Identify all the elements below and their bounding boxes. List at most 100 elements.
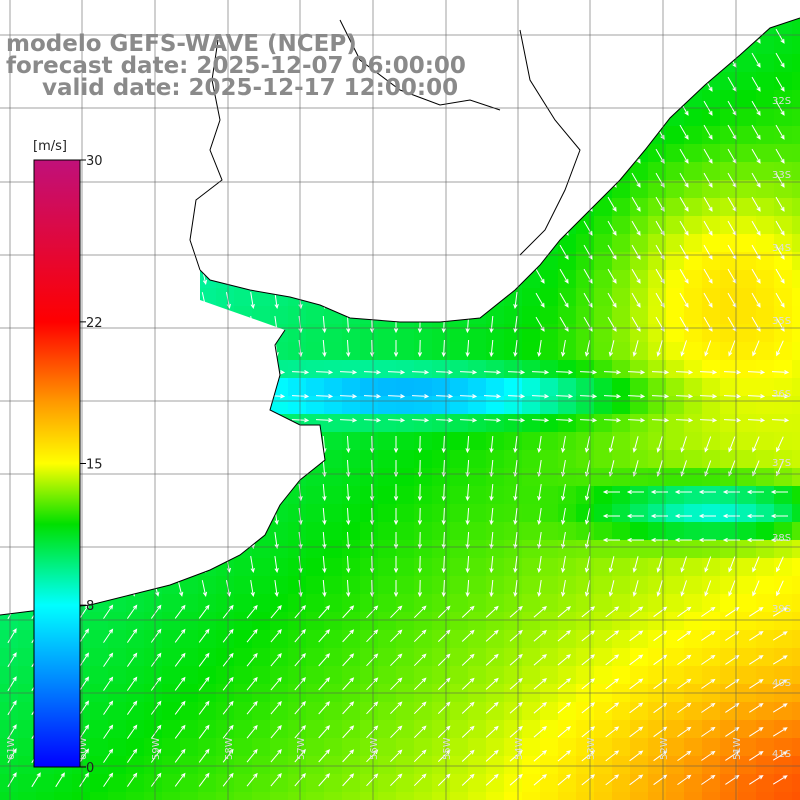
wind-cell [558, 738, 577, 757]
wind-cell [486, 306, 505, 325]
wind-cell [468, 396, 487, 415]
wind-arrow [198, 772, 210, 787]
wind-cell [90, 612, 109, 631]
wind-cell [774, 72, 793, 91]
wind-cell [108, 756, 127, 775]
wind-cell [576, 450, 595, 469]
wind-cell [630, 414, 649, 433]
wind-cell [630, 756, 649, 775]
wind-cell [432, 450, 451, 469]
wind-cell [342, 486, 361, 505]
wind-cell [504, 342, 523, 361]
wind-cell [720, 558, 739, 577]
wind-cell [450, 432, 469, 451]
wind-cell [324, 360, 343, 379]
wind-cell [432, 522, 451, 541]
wind-cell [540, 756, 559, 775]
wind-cell [522, 324, 541, 343]
wind-arrow [608, 556, 615, 573]
wind-cell [720, 504, 739, 523]
wind-cell [72, 774, 91, 793]
wind-cell [522, 432, 541, 451]
wind-arrow [680, 580, 687, 597]
wind-arrow [579, 418, 598, 423]
wind-arrow [728, 340, 736, 357]
wind-arrow [465, 579, 470, 598]
wind-cell [612, 648, 631, 667]
wind-cell [306, 774, 325, 793]
wind-cell [486, 450, 505, 469]
wind-arrow [31, 772, 41, 788]
wind-cell [18, 774, 37, 793]
wind-cell [126, 738, 145, 757]
longitude-label: 60W [78, 737, 89, 760]
wind-cell [558, 378, 577, 397]
wind-cell [450, 738, 469, 757]
wind-arrow [770, 489, 788, 495]
wind-cell [450, 594, 469, 613]
wind-cell [342, 468, 361, 487]
wind-cell [90, 756, 109, 775]
wind-cell [342, 432, 361, 451]
wind-cell [630, 252, 649, 271]
wind-arrow [150, 652, 162, 667]
wind-cell [414, 360, 433, 379]
wind-cell [648, 792, 667, 800]
wind-cell [522, 738, 541, 757]
wind-arrow [461, 605, 475, 618]
wind-cell [504, 450, 523, 469]
wind-arrow [749, 775, 764, 785]
wind-cell [612, 360, 631, 379]
wind-arrow [441, 507, 446, 526]
wind-cell [486, 378, 505, 397]
wind-arrow [559, 292, 569, 308]
wind-arrow [775, 28, 785, 44]
wind-cell [342, 396, 361, 415]
wind-cell [720, 288, 739, 307]
wind-arrow [531, 418, 550, 423]
wind-cell [774, 342, 793, 361]
wind-cell [576, 378, 595, 397]
model-title: modelo GEFS-WAVE (NCEP) [6, 31, 357, 57]
wind-arrow [653, 606, 668, 618]
wind-cell [324, 414, 343, 433]
wind-cell [756, 450, 775, 469]
wind-arrow [776, 340, 784, 357]
wind-cell [522, 630, 541, 649]
wind-cell [540, 720, 559, 739]
wind-cell [270, 756, 289, 775]
wind-cell [252, 666, 271, 685]
wind-arrow [318, 677, 331, 691]
wind-cell [396, 486, 415, 505]
wind-cell [396, 450, 415, 469]
wind-cell [774, 324, 793, 343]
wind-cell [252, 792, 271, 800]
wind-cell [198, 756, 217, 775]
wind-cell [540, 360, 559, 379]
wind-cell [684, 504, 703, 523]
wind-cell [324, 468, 343, 487]
wind-cell [792, 720, 800, 739]
wind-arrow [346, 555, 351, 574]
wind-arrow [537, 484, 542, 502]
wind-cell [450, 576, 469, 595]
wind-cell [792, 504, 800, 523]
wind-arrow [79, 628, 90, 643]
wind-arrow [533, 750, 547, 762]
wind-arrow [246, 652, 258, 667]
wind-arrow [680, 436, 687, 453]
wind-cell [342, 504, 361, 523]
wind-cell [630, 468, 649, 487]
wind-cell [270, 630, 289, 649]
wind-arrow [270, 773, 282, 787]
wind-cell [486, 702, 505, 721]
wind-cell [468, 468, 487, 487]
wind-cell [630, 486, 649, 505]
wind-cell [684, 126, 703, 145]
wind-arrow [557, 630, 571, 642]
wind-cell [504, 360, 523, 379]
wind-arrow [513, 532, 518, 550]
wind-cell [108, 702, 127, 721]
